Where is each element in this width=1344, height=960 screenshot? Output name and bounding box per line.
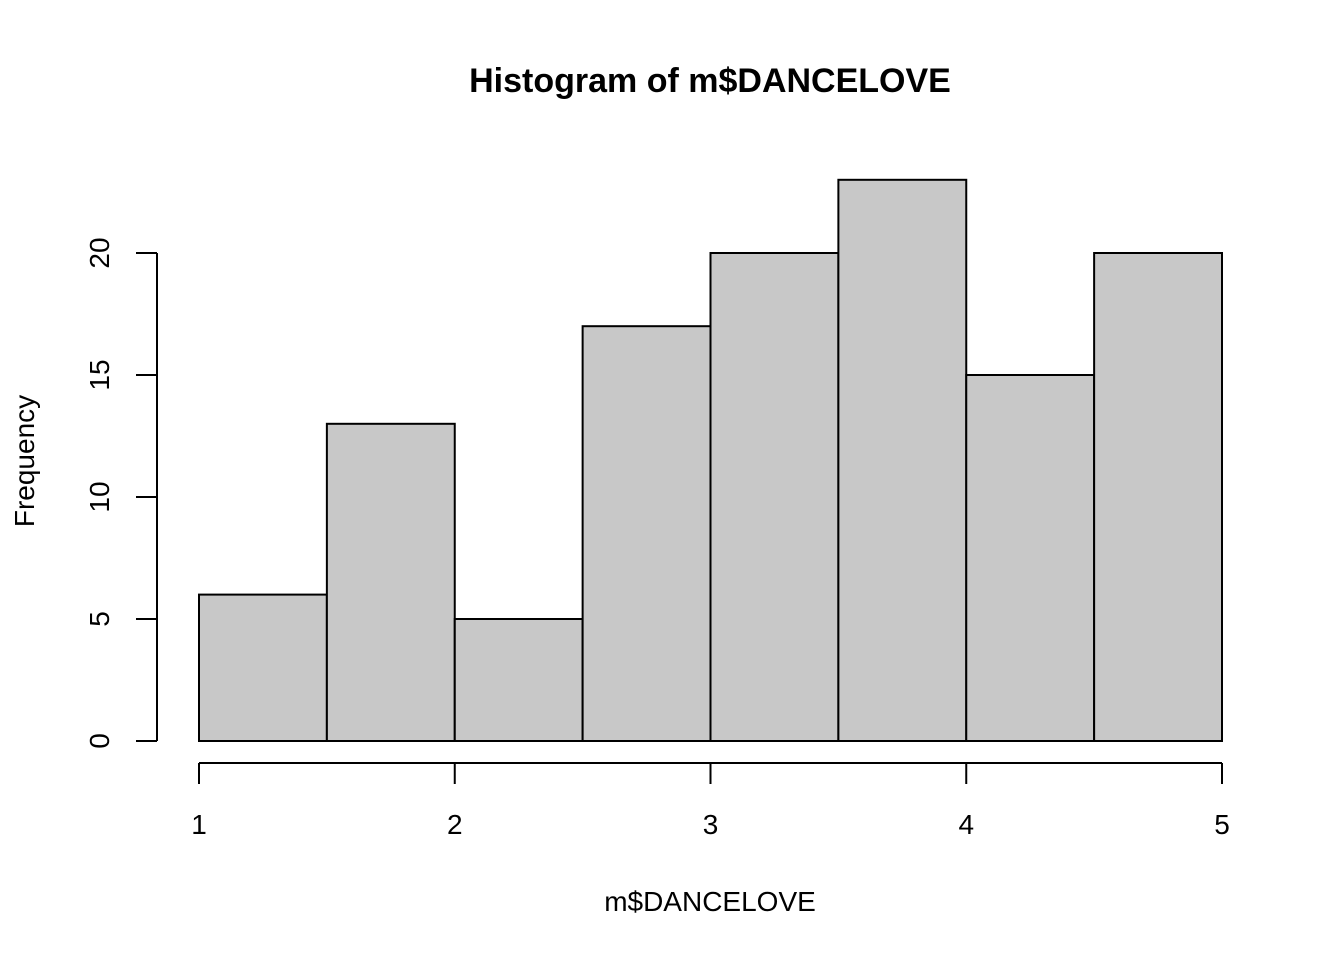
x-tick-label: 1 (191, 809, 207, 840)
histogram-bar-6 (837, 178, 968, 743)
y-tick-label: 10 (84, 481, 115, 512)
x-tick-label: 2 (447, 809, 463, 840)
x-axis: 1 2 3 4 5 (191, 762, 1230, 840)
bars-layer (198, 178, 1223, 743)
x-tick-label: 4 (958, 809, 974, 840)
y-axis-title: Frequency (9, 395, 40, 527)
y-tick-label: 20 (84, 237, 115, 268)
x-axis-title: m$DANCELOVE (604, 886, 816, 917)
histogram-bar-8 (1093, 252, 1223, 742)
chart-title: Histogram of m$DANCELOVE (469, 62, 951, 100)
x-tick-label: 3 (703, 809, 719, 840)
histogram-bar-7 (965, 374, 1096, 742)
x-tick-label: 5 (1214, 809, 1230, 840)
y-axis: 0 5 10 15 20 (84, 237, 158, 749)
y-tick-label: 5 (84, 611, 115, 627)
histogram-bar-4 (581, 325, 712, 742)
y-tick-label: 0 (84, 733, 115, 749)
histogram-bar-1 (198, 593, 328, 742)
y-tick-label: 15 (84, 359, 115, 390)
histogram-bar-3 (453, 618, 584, 742)
histogram-bar-5 (709, 252, 840, 742)
histogram-bar-2 (325, 422, 456, 742)
